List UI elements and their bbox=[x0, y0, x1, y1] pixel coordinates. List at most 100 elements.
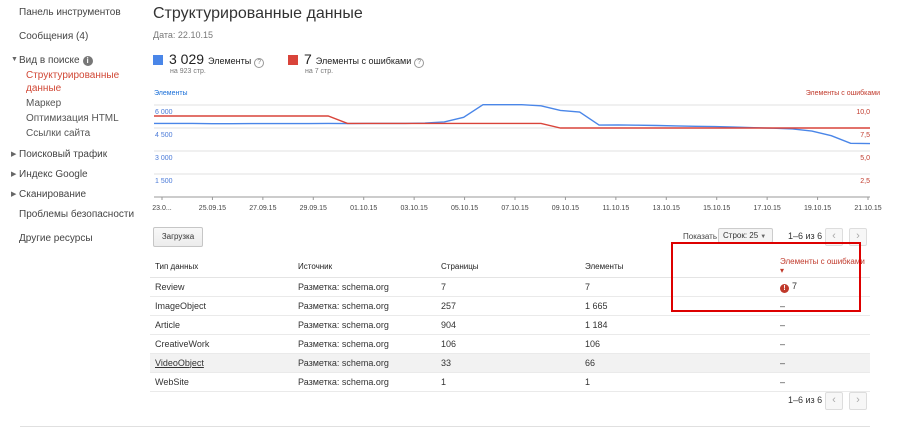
sidebar-item-security-issues[interactable]: Проблемы безопасности bbox=[19, 209, 135, 220]
prev-page-button[interactable]: ‹ bbox=[825, 228, 843, 246]
cell-data-type: CreativeWork bbox=[150, 334, 293, 354]
x-tick-label: 23.0... bbox=[152, 205, 172, 212]
sidebar-item-structured-data[interactable]: Структурированные данные bbox=[26, 70, 120, 94]
cell-errors-value: 7 bbox=[792, 280, 798, 291]
data-table: Тип данных Источник Страницы Элементы Эл… bbox=[150, 256, 870, 392]
page-date: Дата: 22.10.15 bbox=[153, 30, 213, 40]
table-row[interactable]: CreativeWork Разметка: schema.org 106 10… bbox=[150, 334, 870, 354]
table-row[interactable]: ImageObject Разметка: schema.org 257 1 6… bbox=[150, 296, 870, 316]
right-tick-label: 10,0 bbox=[856, 109, 870, 116]
sidebar-item-search-traffic[interactable]: Поисковый трафик bbox=[19, 149, 108, 160]
cell-errors: – bbox=[722, 353, 870, 373]
info-icon[interactable]: i bbox=[82, 56, 93, 66]
cell-items: 1 bbox=[580, 372, 722, 392]
x-tick-label: 21.10.15 bbox=[854, 205, 881, 212]
table-row[interactable]: WebSite Разметка: schema.org 1 1 – bbox=[150, 372, 870, 392]
cell-errors: – bbox=[722, 296, 870, 316]
items-series-line bbox=[154, 103, 871, 145]
column-header-data-type[interactable]: Тип данных bbox=[150, 256, 293, 278]
sidebar-item-search-appearance[interactable]: Вид в поиске i bbox=[19, 55, 93, 66]
cell-pages: 257 bbox=[436, 296, 580, 316]
x-tick-label: 27.09.15 bbox=[249, 205, 276, 212]
x-tick-label: 13.10.15 bbox=[653, 205, 680, 212]
cell-errors: – bbox=[722, 334, 870, 354]
cell-data-type: WebSite bbox=[150, 372, 293, 392]
download-button[interactable]: Загрузка bbox=[153, 227, 203, 247]
show-label: Показать bbox=[683, 232, 718, 241]
summary-items: 3 029 Элементы? bbox=[153, 51, 265, 68]
cell-source: Разметка: schema.org bbox=[293, 296, 436, 316]
page-title: Структурированные данные bbox=[153, 5, 363, 22]
sidebar-item-messages[interactable]: Сообщения (4) bbox=[19, 31, 89, 42]
cell-pages: 33 bbox=[436, 353, 580, 373]
left-tick-label: 4 500 bbox=[155, 132, 173, 139]
table-row[interactable]: VideoObject Разметка: schema.org 33 66 – bbox=[150, 353, 870, 373]
table-row[interactable]: Review Разметка: schema.org 7 7 ! 7 bbox=[150, 277, 870, 297]
table-header-row: Тип данных Источник Страницы Элементы Эл… bbox=[150, 256, 870, 278]
cell-data-type-link[interactable]: VideoObject bbox=[155, 357, 204, 368]
left-tick-label: 3 000 bbox=[155, 155, 173, 162]
legend-swatch-items bbox=[153, 55, 163, 65]
sidebar-item-dashboard[interactable]: Панель инструментов bbox=[19, 7, 121, 18]
cell-source: Разметка: schema.org bbox=[293, 372, 436, 392]
cell-pages: 1 bbox=[436, 372, 580, 392]
cell-errors: – bbox=[722, 372, 870, 392]
error-icon: ! bbox=[780, 283, 789, 293]
x-tick-label: 01.10.15 bbox=[350, 205, 377, 212]
cell-errors: – bbox=[722, 315, 870, 335]
right-axis-title: Элементы с ошибками bbox=[805, 90, 880, 97]
cell-data-type[interactable]: VideoObject bbox=[150, 353, 293, 373]
sidebar-item-html-improvements[interactable]: Оптимизация HTML bbox=[26, 113, 119, 124]
x-tick-label: 11.10.15 bbox=[602, 205, 629, 212]
sidebar-item-crawl[interactable]: Сканирование bbox=[19, 189, 87, 200]
right-tick-label: 5,0 bbox=[860, 155, 870, 162]
x-tick-label: 03.10.15 bbox=[401, 205, 428, 212]
x-tick-label: 25.09.15 bbox=[199, 205, 226, 212]
cell-data-type: Review bbox=[150, 277, 293, 297]
cell-items: 7 bbox=[580, 277, 722, 297]
x-tick-label: 29.09.15 bbox=[300, 205, 327, 212]
collapsed-arrow-icon: ▶ bbox=[11, 171, 17, 178]
column-header-pages[interactable]: Страницы bbox=[436, 256, 580, 278]
sidebar-item-google-index[interactable]: Индекс Google bbox=[19, 169, 88, 180]
column-header-errors-label: Элементы с ошибками bbox=[780, 257, 865, 267]
column-header-source[interactable]: Источник bbox=[293, 256, 436, 278]
help-icon[interactable]: ? bbox=[414, 58, 425, 68]
cell-items: 106 bbox=[580, 334, 722, 354]
prev-page-button-bottom[interactable]: ‹ bbox=[825, 392, 843, 410]
x-tick-label: 05.10.15 bbox=[451, 205, 478, 212]
chevron-down-icon: ▼ bbox=[760, 234, 767, 240]
cell-pages: 904 bbox=[436, 315, 580, 335]
next-page-button[interactable]: › bbox=[849, 228, 867, 246]
table-row[interactable]: Article Разметка: schema.org 904 1 184 – bbox=[150, 315, 870, 335]
sidebar-item-search-appearance-label: Вид в поиске bbox=[19, 55, 80, 66]
cell-source: Разметка: schema.org bbox=[293, 315, 436, 335]
items-label: Элементы bbox=[208, 56, 252, 66]
errors-label: Элементы с ошибками bbox=[315, 56, 412, 66]
cell-data-type: Article bbox=[150, 315, 293, 335]
collapsed-arrow-icon: ▶ bbox=[11, 191, 17, 198]
pager-text: 1–6 из 6 bbox=[788, 231, 823, 241]
sidebar-item-sitelinks[interactable]: Ссылки сайта bbox=[26, 128, 91, 139]
cell-source: Разметка: schema.org bbox=[293, 277, 436, 297]
x-tick-label: 09.10.15 bbox=[552, 205, 579, 212]
rows-per-page-select[interactable]: Строк: 25 ▼ bbox=[718, 228, 773, 243]
left-axis-title: Элементы bbox=[154, 90, 188, 97]
left-tick-label: 1 500 bbox=[155, 178, 173, 185]
errors-pages: на 7 стр. bbox=[305, 68, 334, 75]
cell-errors: ! 7 bbox=[722, 277, 870, 297]
cell-source: Разметка: schema.org bbox=[293, 353, 436, 373]
next-page-button-bottom[interactable]: › bbox=[849, 392, 867, 410]
sidebar-item-other-resources[interactable]: Другие ресурсы bbox=[19, 233, 93, 244]
cell-pages: 106 bbox=[436, 334, 580, 354]
footer-divider bbox=[20, 426, 870, 427]
collapsed-arrow-icon: ▶ bbox=[11, 151, 17, 158]
column-header-items[interactable]: Элементы bbox=[580, 256, 722, 278]
x-tick-label: 19.10.15 bbox=[804, 205, 831, 212]
help-icon[interactable]: ? bbox=[254, 58, 265, 68]
sidebar-item-data-highlighter[interactable]: Маркер bbox=[26, 98, 62, 109]
right-tick-label: 2,5 bbox=[860, 178, 870, 185]
x-tick-label: 17.10.15 bbox=[754, 205, 781, 212]
column-header-errors[interactable]: Элементы с ошибками ▾ bbox=[722, 256, 870, 278]
